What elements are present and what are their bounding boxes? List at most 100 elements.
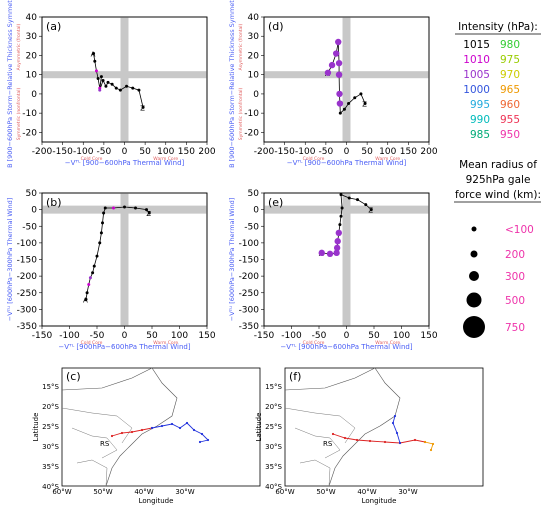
x-tick-label: 50: [139, 147, 151, 157]
lat-tick-label: 20°S: [42, 403, 59, 411]
data-point: [342, 107, 346, 111]
track-point: [393, 414, 397, 418]
data-point: [328, 61, 336, 69]
longitude-label: Longitude: [362, 497, 397, 505]
y-tick-label: 0: [31, 206, 37, 216]
data-point: [137, 88, 141, 92]
warm-core-label: Warm Core: [375, 340, 400, 346]
zero-band-vertical: [342, 17, 351, 142]
track-point: [398, 441, 402, 445]
x-tick-label: -50: [319, 147, 334, 157]
radius-marker: [463, 316, 485, 338]
intensity-entry: 965: [500, 84, 520, 96]
plot-e: -150 -100 -50 0 50 100 150 -350 -300 -250 -200 -150…: [228, 189, 438, 351]
radius-marker: [469, 271, 479, 281]
symmetric-label: Symmetric (nonfrontal): [238, 88, 244, 141]
track-point: [413, 438, 417, 442]
data-point: [112, 206, 115, 210]
warm-core-label: Warm Core: [153, 340, 178, 346]
map-c: RS 15°S 20°S 25°S 30°S 35°S 40°S60°W 50°W 40°W 30…: [32, 367, 261, 505]
intensity-entry: 980: [500, 39, 520, 51]
lat-tick-label: 30°S: [265, 443, 282, 451]
intensity-entry: 1005: [463, 69, 490, 81]
data-point: [141, 105, 145, 109]
x-tick-label: 200: [198, 147, 215, 157]
state-border: [299, 459, 331, 487]
threshold-band-horizontal: [264, 205, 429, 214]
data-point: [101, 221, 104, 225]
data-point: [88, 276, 92, 280]
intensity-entry: 985: [470, 129, 490, 141]
data-point: [147, 211, 151, 215]
data-point: [92, 52, 96, 56]
radius-title: force wind (km):: [455, 189, 541, 201]
x-tick-label: -200: [254, 147, 275, 157]
y-tick-label: -10: [244, 109, 259, 119]
panel-label-a: (a): [46, 20, 61, 33]
x-tick-label: -100: [295, 147, 316, 157]
x-tick-label: 150: [198, 331, 215, 341]
track-point: [185, 421, 189, 425]
data-point: [101, 78, 105, 82]
data-point: [99, 231, 103, 235]
data-point: [131, 86, 135, 90]
rs-label: RS: [323, 440, 333, 448]
phase-space-plots: -200 -150 -100 -50 0 50 100 150 200-20-100102030…: [6, 0, 438, 351]
track-point: [178, 426, 182, 430]
x-tick-label: 0: [122, 331, 128, 341]
intensity-entry: 950: [500, 129, 520, 141]
radius-entry: 200: [505, 249, 525, 261]
x-tick-label: -100: [59, 331, 80, 341]
lon-tick-label: 60°W: [52, 488, 71, 496]
data-point: [356, 198, 359, 202]
x-tick-label: -100: [281, 331, 302, 341]
legend: Intensity (hPa): 1015 1010 1005 1000 995 990 98…: [454, 21, 541, 338]
data-point: [363, 102, 367, 106]
y-tick-label: -200: [239, 272, 260, 282]
track-point: [140, 428, 144, 432]
x-tick-label: 100: [393, 331, 410, 341]
storm-track: [392, 415, 401, 444]
data-point: [95, 254, 99, 258]
threshold-band-horizontal: [264, 71, 429, 79]
y-tick-label: -350: [239, 322, 260, 332]
y-tick-label: -10: [22, 109, 37, 119]
track-point: [200, 432, 204, 436]
track-point: [198, 440, 202, 444]
track-point: [206, 438, 210, 442]
data-point: [339, 214, 343, 218]
data-point: [335, 71, 343, 78]
y-tick-label: 30: [248, 32, 260, 42]
data-point: [347, 196, 351, 200]
y-tick-label: 0: [253, 206, 259, 216]
lon-tick-label: 30°W: [398, 488, 417, 496]
latitude-label: Latitude: [255, 413, 263, 442]
track-point: [150, 426, 154, 430]
track-point: [429, 448, 433, 452]
x-tick-label: -50: [90, 331, 105, 341]
radius-entry: 750: [505, 322, 525, 334]
lat-tick-label: 35°S: [265, 463, 282, 471]
y-tick-label: -100: [17, 239, 38, 249]
state-border: [71, 427, 118, 459]
track-point: [395, 431, 399, 435]
data-point: [339, 193, 343, 197]
data-point: [145, 208, 148, 212]
y-tick-label: -200: [17, 272, 38, 282]
x-tick-label: 50: [361, 147, 373, 157]
x-tick-label: 100: [379, 147, 396, 157]
symmetric-label: Symmetric (nonfrontal): [16, 88, 22, 141]
data-point: [134, 206, 137, 210]
track-point: [368, 439, 372, 443]
x-tick-label: 150: [420, 331, 437, 341]
x-tick-label: 100: [157, 147, 174, 157]
y-tick-label: -50: [244, 222, 259, 232]
data-point: [353, 96, 357, 100]
y-tick-label: -20: [244, 128, 259, 138]
y-axis-label: −Vᵀᵁ [600hPa−300hPa Thermal Wind]: [228, 198, 236, 321]
lat-tick-label: 40°S: [265, 483, 282, 491]
y-tick-label: 50: [26, 189, 38, 199]
y-tick-label: 0: [31, 90, 37, 100]
lat-tick-label: 15°S: [42, 383, 59, 391]
